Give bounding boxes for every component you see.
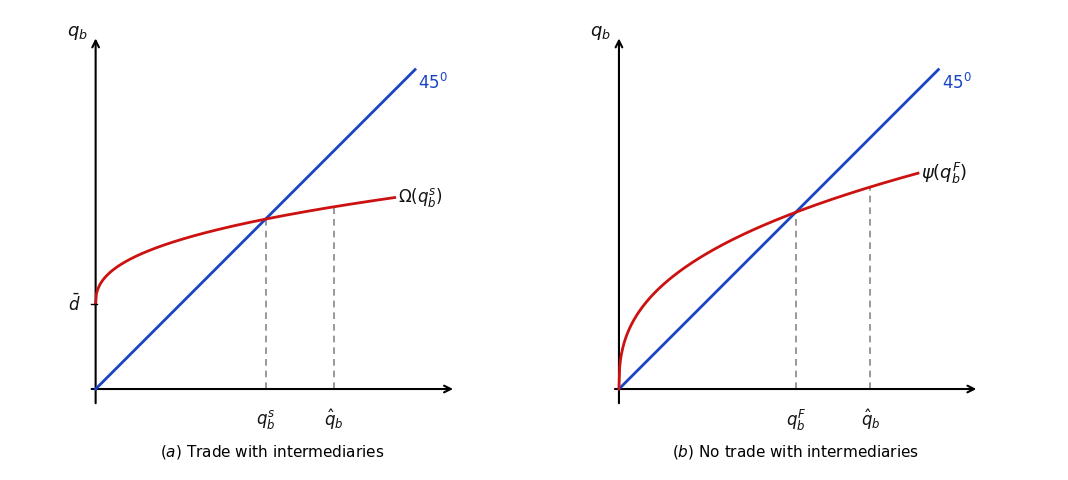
Text: $(b)$ No trade with intermediaries: $(b)$ No trade with intermediaries bbox=[672, 443, 920, 461]
Text: $\bar{d}$: $\bar{d}$ bbox=[67, 293, 80, 315]
Text: $\Omega(q_b^s)$: $\Omega(q_b^s)$ bbox=[398, 186, 443, 209]
Text: $\hat{q}_b$: $\hat{q}_b$ bbox=[861, 408, 880, 432]
Text: $q_b$: $q_b$ bbox=[590, 24, 611, 42]
Text: $q_b^s$: $q_b^s$ bbox=[256, 408, 276, 431]
Text: $\psi(q_b^F)$: $\psi(q_b^F)$ bbox=[922, 161, 968, 186]
Text: $(a)$ Trade with intermediaries: $(a)$ Trade with intermediaries bbox=[160, 443, 384, 461]
Text: $45^0$: $45^0$ bbox=[942, 73, 972, 93]
Text: $q_b$: $q_b$ bbox=[66, 24, 88, 42]
Text: $45^0$: $45^0$ bbox=[419, 73, 449, 93]
Text: $q_b^F$: $q_b^F$ bbox=[786, 408, 805, 433]
Text: $\hat{q}_b$: $\hat{q}_b$ bbox=[324, 408, 343, 432]
